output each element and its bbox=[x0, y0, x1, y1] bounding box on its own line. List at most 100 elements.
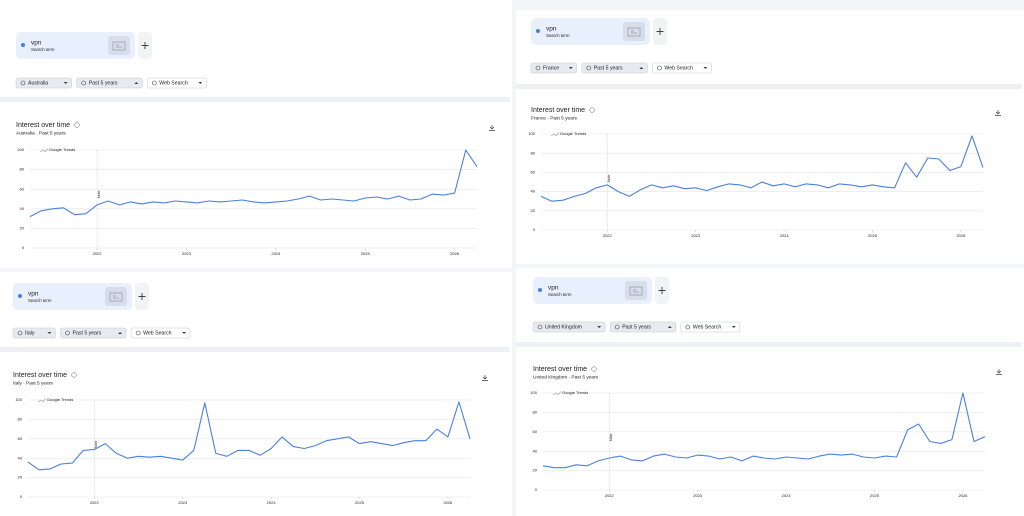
chart-subtitle: Australia · Past 5 years bbox=[16, 130, 66, 136]
y-tick-label: 40 bbox=[533, 448, 538, 453]
trend-line bbox=[542, 392, 986, 469]
chart-title: Interest over time bbox=[533, 366, 587, 373]
filter-dropdown[interactable] bbox=[147, 77, 207, 89]
search-term: vpn bbox=[548, 285, 559, 292]
x-tick-label: 2025 bbox=[361, 251, 371, 256]
dropdown-arrow bbox=[639, 67, 644, 69]
dropdown-arrow bbox=[703, 67, 708, 69]
y-tick-label: 100 bbox=[17, 147, 24, 152]
filter-label: Australia bbox=[28, 80, 48, 86]
filter-label: Web Search bbox=[693, 324, 722, 330]
watermark: Google Trends bbox=[562, 390, 588, 395]
watermark-icon bbox=[550, 132, 560, 137]
x-tick-label: 2022 bbox=[603, 233, 613, 238]
term-icon-glyph bbox=[627, 27, 641, 37]
term-color-dot bbox=[536, 29, 540, 33]
watermark: Google Trends bbox=[49, 147, 75, 152]
filter-dropdown[interactable] bbox=[609, 321, 677, 333]
filter-icon bbox=[65, 330, 70, 336]
panel-bg bbox=[516, 268, 1024, 516]
trend-line bbox=[29, 149, 478, 218]
y-tick-label: 60 bbox=[20, 186, 25, 191]
y-tick-label: 0 bbox=[535, 487, 538, 492]
filter-label: Italy bbox=[25, 330, 35, 336]
dropdown-arrow bbox=[731, 326, 736, 328]
y-tick-label: 100 bbox=[530, 390, 537, 395]
term-icon bbox=[623, 22, 645, 41]
filter-icon bbox=[135, 330, 141, 336]
y-tick-label: 80 bbox=[18, 416, 23, 421]
panel-bg bbox=[0, 272, 512, 516]
x-tick-label: 2025 bbox=[355, 500, 365, 505]
term-type: Search term bbox=[31, 47, 55, 52]
y-tick-label: 20 bbox=[20, 225, 25, 230]
search-term: vpn bbox=[28, 291, 39, 298]
x-tick-label: 2026 bbox=[956, 233, 966, 238]
note-label: Note bbox=[97, 191, 101, 198]
download-icon[interactable] bbox=[995, 110, 1001, 116]
filter-dropdown[interactable] bbox=[60, 327, 127, 339]
search-term-chip[interactable] bbox=[13, 283, 132, 310]
search-term-chip[interactable] bbox=[531, 18, 650, 45]
y-tick-label: 80 bbox=[531, 150, 536, 155]
filter-dropdown[interactable] bbox=[15, 77, 72, 89]
dropdown-arrow bbox=[134, 82, 139, 84]
note-label: Note bbox=[94, 441, 98, 448]
term-type: Search term bbox=[546, 33, 570, 38]
y-tick-label: 60 bbox=[533, 429, 538, 434]
chart-subtitle: Italy · Past 5 years bbox=[13, 380, 53, 386]
filter-dropdown[interactable] bbox=[76, 77, 143, 89]
term-type: Search term bbox=[548, 292, 572, 297]
filter-label: Web Search bbox=[143, 330, 172, 336]
x-tick-label: 2023 bbox=[178, 500, 188, 505]
download-icon[interactable] bbox=[482, 375, 488, 381]
filter-dropdown[interactable] bbox=[130, 327, 191, 339]
chart-title: Interest over time bbox=[16, 122, 70, 129]
y-tick-label: 60 bbox=[531, 169, 536, 174]
dropdown-arrow bbox=[568, 67, 573, 69]
x-tick-label: 2022 bbox=[93, 251, 103, 256]
y-tick-label: 20 bbox=[531, 208, 536, 213]
filter-dropdown[interactable] bbox=[652, 62, 712, 74]
y-tick-label: 40 bbox=[20, 206, 25, 211]
x-tick-label: 2023 bbox=[691, 233, 701, 238]
dropdown-arrow bbox=[198, 82, 203, 84]
filter-dropdown[interactable] bbox=[530, 62, 578, 74]
download-icon[interactable] bbox=[489, 125, 495, 131]
info-icon bbox=[74, 122, 80, 128]
section-divider bbox=[516, 342, 1022, 347]
watermark: Google Trends bbox=[560, 131, 586, 136]
filter-dropdown[interactable] bbox=[581, 62, 648, 74]
search-term: vpn bbox=[31, 40, 42, 47]
chart-title: Interest over time bbox=[531, 107, 585, 114]
plus-icon bbox=[656, 28, 664, 35]
filter-dropdown[interactable] bbox=[12, 327, 56, 339]
filter-dropdown[interactable] bbox=[532, 321, 606, 333]
y-tick-label: 100 bbox=[528, 131, 535, 136]
chart-subtitle: France · Past 5 years bbox=[531, 115, 577, 121]
term-icon bbox=[105, 287, 127, 306]
filter-icon bbox=[586, 65, 592, 71]
x-tick-label: 2026 bbox=[450, 251, 460, 256]
search-term-chip[interactable] bbox=[533, 277, 652, 304]
section-divider bbox=[516, 84, 1022, 89]
info-icon bbox=[589, 107, 595, 113]
filter-icon bbox=[685, 324, 691, 330]
filter-dropdown[interactable] bbox=[680, 321, 741, 333]
filter-icon bbox=[20, 80, 26, 86]
filter-label: Past 5 years bbox=[89, 80, 118, 86]
watermark-icon bbox=[39, 148, 49, 153]
x-tick-label: 2024 bbox=[271, 251, 281, 256]
y-tick-label: 20 bbox=[18, 475, 23, 480]
section-divider bbox=[0, 97, 510, 102]
search-term-chip[interactable] bbox=[16, 32, 135, 59]
filter-icon bbox=[535, 65, 541, 71]
plus-icon bbox=[141, 42, 149, 49]
dropdown-arrow bbox=[182, 332, 187, 334]
x-tick-label: 2026 bbox=[958, 493, 968, 498]
watermark-icon bbox=[552, 391, 562, 396]
download-icon[interactable] bbox=[996, 369, 1002, 375]
x-tick-label: 2026 bbox=[443, 500, 453, 505]
filter-icon bbox=[17, 330, 23, 336]
